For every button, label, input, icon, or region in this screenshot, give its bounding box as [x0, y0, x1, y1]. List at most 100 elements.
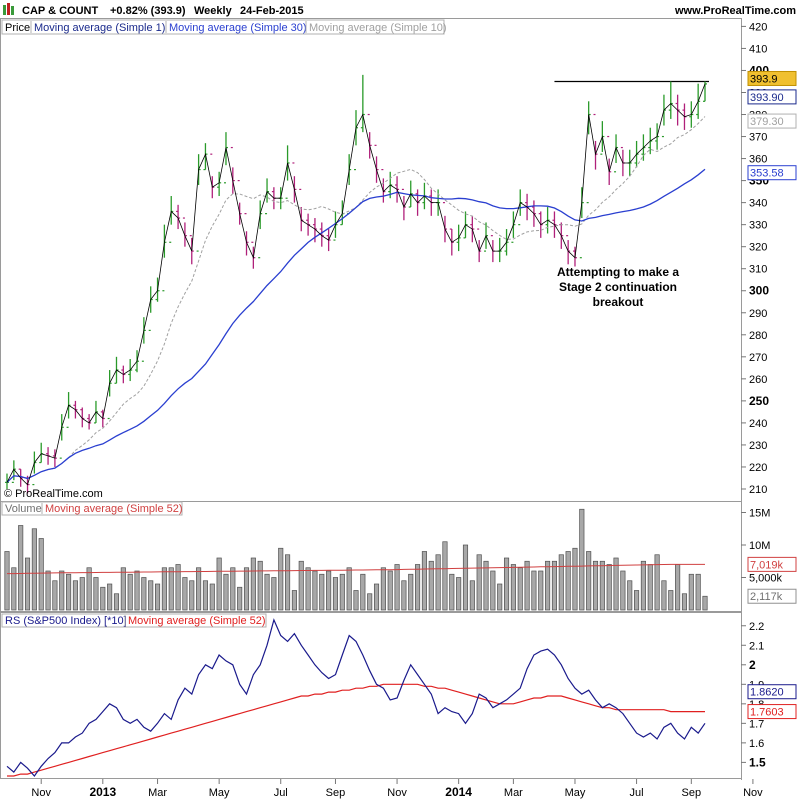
volume-axis-label: 15M [749, 508, 770, 520]
x-axis-label: 2014 [445, 785, 472, 799]
rs-line [6, 618, 706, 777]
volume-bar [134, 570, 140, 611]
annotation: Attempting to make a Stage 2 continuatio… [557, 265, 679, 309]
volume-bar [421, 551, 427, 611]
symbol-name: CAP & COUNT [22, 5, 98, 17]
volume-value-label: 2,117k [750, 591, 783, 603]
rs-value-label-box [747, 684, 797, 700]
volume-bar [291, 590, 297, 611]
price-axis-label: 220 [749, 462, 767, 474]
volume-bar [490, 570, 496, 611]
volume-bar [647, 564, 653, 611]
volume-bar [141, 577, 147, 611]
legend-ma10: Moving average (Simple 10) [309, 22, 447, 34]
volume-bar [161, 567, 167, 611]
volume-bar [24, 557, 31, 611]
rs-panel[interactable] [6, 618, 706, 777]
annotation-line-2: Stage 2 continuation [559, 280, 677, 294]
volume-bar [586, 551, 592, 611]
rs-value-label: 1.8620 [750, 687, 784, 699]
volume-bar [38, 538, 44, 611]
price-axis-label: 320 [749, 242, 767, 254]
volume-bar [250, 557, 256, 611]
x-axis-label: May [565, 787, 586, 799]
ma1-value-label: 393.90 [750, 92, 784, 104]
volume-bar [538, 570, 544, 611]
price-axis-label: 310 [749, 264, 767, 276]
price-axis-label: 340 [749, 198, 767, 210]
volume-bar [175, 564, 181, 611]
volume-bar [510, 564, 516, 611]
ma1-line [6, 83, 706, 486]
volume-bar [620, 570, 626, 611]
volume-bar [483, 560, 489, 611]
volume-ma-line [7, 563, 705, 575]
volume-bar [278, 547, 284, 611]
site-label[interactable]: www.ProRealTime.com [674, 5, 796, 17]
volume-bar [209, 583, 215, 611]
volume-bar [11, 567, 17, 611]
volume-bar [4, 551, 10, 611]
volume-bar [675, 564, 681, 611]
volume-bar [271, 577, 277, 611]
volume-bar [373, 583, 380, 611]
rs-ma-value-label: 1.7603 [750, 707, 784, 719]
last-price-label: 393.9 [750, 73, 778, 85]
volume-bar [565, 551, 571, 611]
volume-bar [524, 560, 530, 611]
candles-icon [3, 3, 14, 15]
axes: 210 220 230 240 250 260 270 280 290 300 310 320 330 3… [31, 21, 797, 799]
volume-bar [442, 541, 448, 611]
x-axis-label: Nov [743, 787, 763, 799]
volume-ma-value-label-box [747, 556, 797, 572]
ma30-value-label: 353.58 [750, 168, 784, 180]
volume-bar [154, 583, 161, 611]
price-axis-label: 290 [749, 308, 767, 320]
volume-bar [237, 586, 243, 611]
price-axis-label: 410 [749, 43, 767, 55]
volume-bar [189, 580, 195, 611]
ma30-line [6, 168, 706, 483]
volume-bar [613, 557, 619, 611]
x-axis-label: Nov [31, 787, 51, 799]
volume-bar [79, 577, 85, 611]
volume-panel[interactable] [4, 508, 708, 611]
volume-legend: Volume Moving average (Simple 52) [1, 501, 183, 516]
volume-bar [367, 593, 373, 611]
volume-bar [332, 577, 339, 611]
price-axis-label: 370 [749, 132, 767, 144]
volume-bar [456, 577, 462, 611]
legend-rs: RS (S&P500 Index) [*10] [5, 615, 127, 627]
price-change: +0.82% (393.9) [110, 5, 186, 17]
volume-bar [107, 583, 113, 611]
x-axis-label: 2013 [89, 785, 116, 799]
volume-bar [572, 547, 578, 611]
volume-bar [148, 580, 154, 611]
volume-bar [100, 586, 106, 611]
rs-ma-value-label-box [747, 704, 797, 720]
ma10-value-label-box [747, 113, 797, 129]
volume-bar [394, 564, 400, 611]
price-axis-label: 210 [749, 484, 767, 496]
price-panel[interactable] [5, 74, 709, 494]
volume-bar [531, 570, 537, 611]
volume-bar [606, 564, 612, 611]
volume-value-label-box [747, 588, 797, 604]
volume-bar [360, 573, 366, 611]
price-axis-label: 250 [749, 394, 769, 408]
price-axis-label: 280 [749, 330, 767, 342]
price-axis-label: 270 [749, 352, 767, 364]
volume-bar [127, 573, 133, 611]
volume-bar [353, 590, 359, 611]
last-price-label-box [747, 70, 797, 86]
volume-bar [415, 564, 421, 611]
date-label: 24-Feb-2015 [240, 5, 304, 17]
volume-bar [298, 560, 304, 611]
volume-bar [428, 560, 434, 611]
volume-bar [31, 528, 37, 611]
volume-bar [312, 570, 318, 611]
volume-bar [599, 560, 605, 611]
volume-bar [551, 560, 558, 611]
